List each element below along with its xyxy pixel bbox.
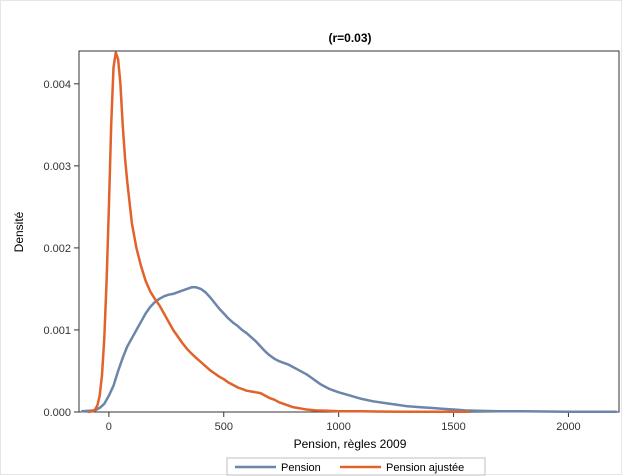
x-axis-label: Pension, règles 2009 — [294, 437, 407, 451]
legend-label-pension: Pension — [281, 462, 321, 474]
plot-area — [78, 50, 620, 413]
y-tick-label: 0.004 — [43, 79, 71, 91]
y-tick-label: 0.003 — [43, 161, 71, 173]
x-tick-label: 1000 — [326, 421, 350, 433]
chart-title: (r=0.03) — [328, 31, 371, 45]
x-tick-label: 500 — [215, 421, 233, 433]
x-tick-label: 1500 — [441, 421, 465, 433]
y-axis: 0.000 0.001 0.002 0.003 0.004 — [43, 79, 79, 419]
y-tick-label: 0.001 — [43, 325, 71, 337]
series-lines — [81, 51, 617, 414]
x-tick-label: 0 — [106, 421, 112, 433]
x-axis: 0 500 1000 1500 2000 — [106, 412, 581, 433]
y-tick-label: 0.000 — [43, 407, 71, 419]
x-tick-label: 2000 — [556, 421, 580, 433]
series-line-pension — [81, 286, 617, 414]
series-line-pension-ajustee — [87, 51, 470, 414]
y-axis-label: Densité — [12, 211, 26, 252]
legend: Pension Pension ajustée — [226, 457, 486, 476]
y-tick-label: 0.002 — [43, 243, 71, 255]
legend-label-pension-ajustee: Pension ajustée — [386, 462, 464, 474]
